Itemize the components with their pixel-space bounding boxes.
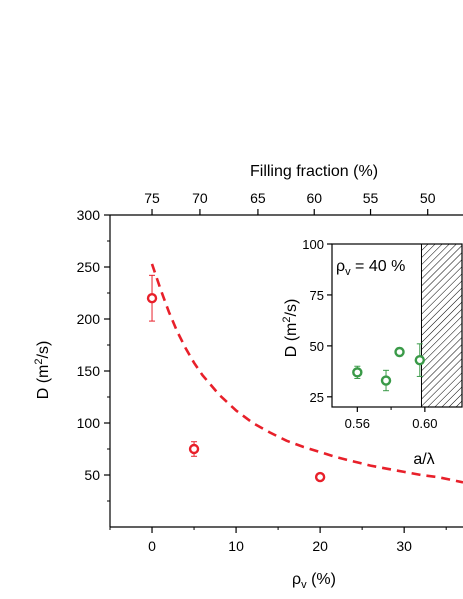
inset-annotation-symbol: ρ: [336, 258, 345, 275]
inset-x-tick-label: 0.56: [345, 416, 370, 431]
inset-annotation-text: = 40 %: [351, 258, 406, 275]
main-top-tick-label: 70: [192, 190, 208, 206]
main-y-tick-label: 250: [77, 259, 101, 275]
inset-hatched-region: [421, 244, 462, 407]
main-y-tick-label: 200: [77, 311, 101, 327]
main-y-axis-label-sup: 2: [33, 359, 45, 365]
inset-x-axis-label: a/λ: [413, 451, 434, 468]
main-x-axis-label: ρv (%): [292, 571, 336, 591]
inset-annotation: ρv = 40 %: [336, 258, 405, 278]
main-x-axis-label-unit: (%): [307, 571, 336, 588]
main-x-tick-label: 10: [228, 538, 244, 554]
inset-y-tick-label: 100: [302, 237, 324, 252]
main-x-axis-label-symbol: ρ: [292, 571, 301, 588]
inset-y-tick-label: 50: [310, 339, 324, 354]
inset-ticks: 0.56 0.60 25 50 75 100: [302, 237, 437, 431]
main-top-tick-label: 65: [250, 190, 266, 206]
main-x-tick-label: 0: [148, 538, 156, 554]
inset-y-axis-label: D (m2/s): [281, 299, 300, 358]
main-x-tick-label: 30: [396, 538, 412, 554]
main-data-point: [314, 471, 326, 483]
inset-frame: [331, 243, 463, 408]
inset-y-axis-label-post: /s): [283, 299, 300, 317]
inset-x-tick-label: 0.60: [412, 416, 437, 431]
main-y-tick-label: 300: [77, 207, 101, 223]
inset-y-tick-label: 75: [310, 288, 324, 303]
inset-axes: [331, 243, 463, 408]
main-fit-curve: [150, 263, 463, 484]
inset-y-axis-label-pre: D (m: [283, 323, 300, 358]
main-top-tick-label: 75: [144, 190, 160, 206]
inset-data-point: [414, 354, 425, 366]
inset-data-point: [394, 346, 405, 358]
main-top-tick-label: 60: [306, 190, 322, 206]
main-data-point: [146, 293, 158, 304]
inset-series: [352, 343, 425, 392]
main-top-tick-label: 55: [363, 190, 379, 206]
main-y-axis-label-pre: D (m: [35, 365, 52, 400]
main-series: [146, 263, 463, 484]
main-axes: [109, 214, 463, 528]
top-axis-label: Filling fraction (%): [250, 163, 378, 180]
inset-data-point: [380, 375, 392, 386]
inset-data-point: [352, 367, 363, 378]
main-y-axis-label-post: /s): [35, 341, 52, 359]
inset-y-axis-label-sup: 2: [281, 317, 293, 323]
main-data-point: [188, 443, 200, 455]
main-y-tick-label: 100: [77, 415, 101, 431]
inset-annotation-subscript: v: [345, 266, 351, 278]
main-top-tick-label: 50: [420, 190, 436, 206]
main-y-tick-label: 50: [84, 467, 100, 483]
inset-y-tick-label: 25: [310, 390, 324, 405]
main-y-axis-label: D (m2/s): [33, 341, 52, 400]
main-x-tick-label: 20: [312, 538, 328, 554]
main-y-tick-label: 150: [77, 363, 101, 379]
main-x-axis-label-subscript: v: [301, 579, 307, 591]
inset-plot: 0.56 0.60 25 50 75 100 ρv = 40 % a/λ D (m2/s): [281, 237, 463, 468]
